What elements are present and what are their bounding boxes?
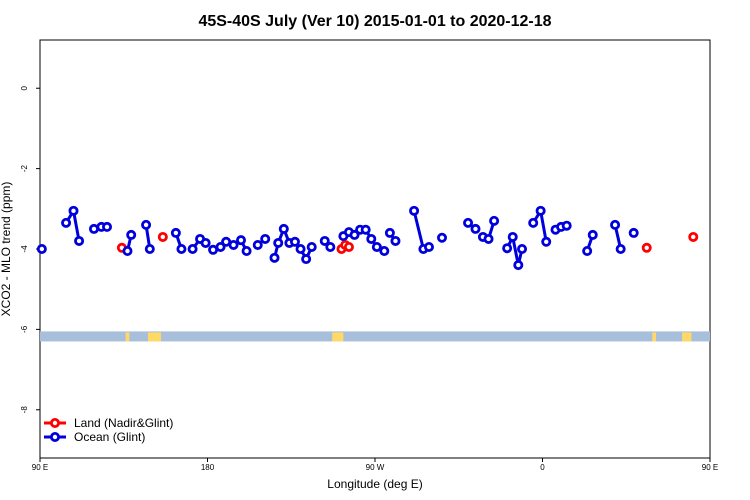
series-1-point-7-5 [241, 246, 252, 257]
land-span-1 [147, 332, 154, 342]
series-1-point-9-2 [278, 223, 289, 234]
series-1-point-10-1 [301, 254, 312, 265]
series-1-point-22-0 [610, 219, 621, 230]
surface-type-band [40, 331, 710, 342]
series-1-point-7-1 [215, 241, 226, 252]
series-1-point-18-2 [513, 260, 524, 271]
legend: Land (Nadir&Glint)Ocean (Glint) [44, 416, 173, 444]
series-1-point-9-4 [289, 236, 300, 247]
y-axis-label: XCO2 - MLO trend (ppm) [0, 182, 13, 317]
series-1-point-23-0 [628, 227, 639, 238]
series-1-point-9-1 [273, 237, 284, 248]
series-1 [36, 205, 639, 271]
series-0 [116, 231, 699, 254]
series-0-point-2-2 [343, 241, 354, 252]
series-1-point-19-1 [535, 205, 546, 216]
series-1-point-1-2 [74, 235, 85, 246]
legend-label-1: Ocean (Glint) [74, 430, 145, 444]
series-0-point-3-0 [641, 242, 652, 253]
series-1-line-18 [505, 232, 524, 266]
series-1-point-18-3 [517, 243, 528, 254]
y-tick-label-3: -6 [20, 325, 29, 333]
series-1-point-0-0 [36, 243, 47, 254]
data-series [36, 205, 699, 271]
series-1-point-18-0 [502, 243, 513, 254]
series-1-point-7-4 [235, 235, 246, 246]
x-tick-label-4: 90 E [702, 463, 718, 472]
series-1-point-8-0 [252, 239, 263, 250]
series-1-point-12-5 [366, 233, 377, 244]
series-1-point-12-7 [379, 246, 390, 257]
legend-marker-1 [50, 431, 61, 442]
series-1-point-18-1 [507, 231, 518, 242]
series-1-point-1-1 [68, 205, 79, 216]
series-1-point-11-0 [319, 235, 330, 246]
series-1-point-16-1 [470, 223, 481, 234]
series-1-point-13-1 [390, 235, 401, 246]
series-1-point-3-0 [122, 246, 133, 257]
x-axis-label: Longitude (deg E) [327, 477, 422, 491]
x-tick-label-1: 180 [201, 463, 215, 472]
series-1-point-4-0 [141, 219, 152, 230]
land-span-2 [153, 332, 161, 342]
x-tick-label-3: 0 [540, 463, 545, 472]
series-1-point-7-2 [221, 236, 232, 247]
legend-marker-0 [50, 417, 61, 428]
land-span-3 [332, 332, 344, 342]
series-1-point-14-2 [423, 241, 434, 252]
series-1-point-19-2 [541, 236, 552, 247]
series-1-point-12-2 [349, 229, 360, 240]
series-1-point-15-0 [436, 232, 447, 243]
series-1-point-21-0 [582, 246, 593, 257]
y-tick-label-0: 0 [20, 85, 29, 90]
legend-label-0: Land (Nadir&Glint) [74, 416, 173, 430]
y-tick-label-4: -8 [20, 406, 29, 414]
series-0-point-1-0 [157, 231, 168, 242]
series-1-point-1-0 [61, 217, 72, 228]
series-1-point-16-0 [463, 217, 474, 228]
land-span-0 [125, 332, 130, 342]
series-1-point-12-6 [371, 241, 382, 252]
land-span-5 [682, 332, 692, 342]
series-1-point-6-2 [200, 237, 211, 248]
series-1-point-4-1 [144, 243, 155, 254]
series-1-point-10-0 [295, 243, 306, 254]
series-1-point-11-1 [325, 241, 336, 252]
x-axis: 90 E 180 90 W 0 90 E [32, 458, 718, 472]
series-1-point-12-4 [360, 224, 371, 235]
series-1-point-13-0 [384, 227, 395, 238]
land-span-4 [652, 332, 657, 342]
series-1-point-3-1 [126, 229, 137, 240]
y-tick-label-2: -4 [20, 245, 29, 253]
series-1-point-8-1 [260, 233, 271, 244]
x-tick-label-2: 90 W [366, 463, 385, 472]
series-1-point-17-1 [483, 233, 494, 244]
series-1-point-5-1 [176, 243, 187, 254]
series-1-point-7-3 [228, 239, 239, 250]
series-1-point-2-2 [102, 221, 113, 232]
x-tick-label-0: 90 E [32, 463, 48, 472]
series-1-point-21-1 [587, 229, 598, 240]
series-1-point-17-2 [489, 215, 500, 226]
series-1-point-19-0 [528, 217, 539, 228]
series-1-point-10-2 [306, 241, 317, 252]
series-1-point-14-0 [409, 205, 420, 216]
series-1-point-22-1 [615, 243, 626, 254]
y-tick-label-1: -2 [20, 165, 29, 173]
series-1-point-20-2 [561, 220, 572, 231]
series-1-point-9-0 [269, 252, 280, 263]
series-1-point-6-0 [187, 243, 198, 254]
ocean-band [40, 331, 710, 342]
series-0-point-4-0 [688, 231, 699, 242]
series-1-point-5-0 [170, 227, 181, 238]
chart-title: 45S-40S July (Ver 10) 2015-01-01 to 2020… [198, 13, 551, 30]
